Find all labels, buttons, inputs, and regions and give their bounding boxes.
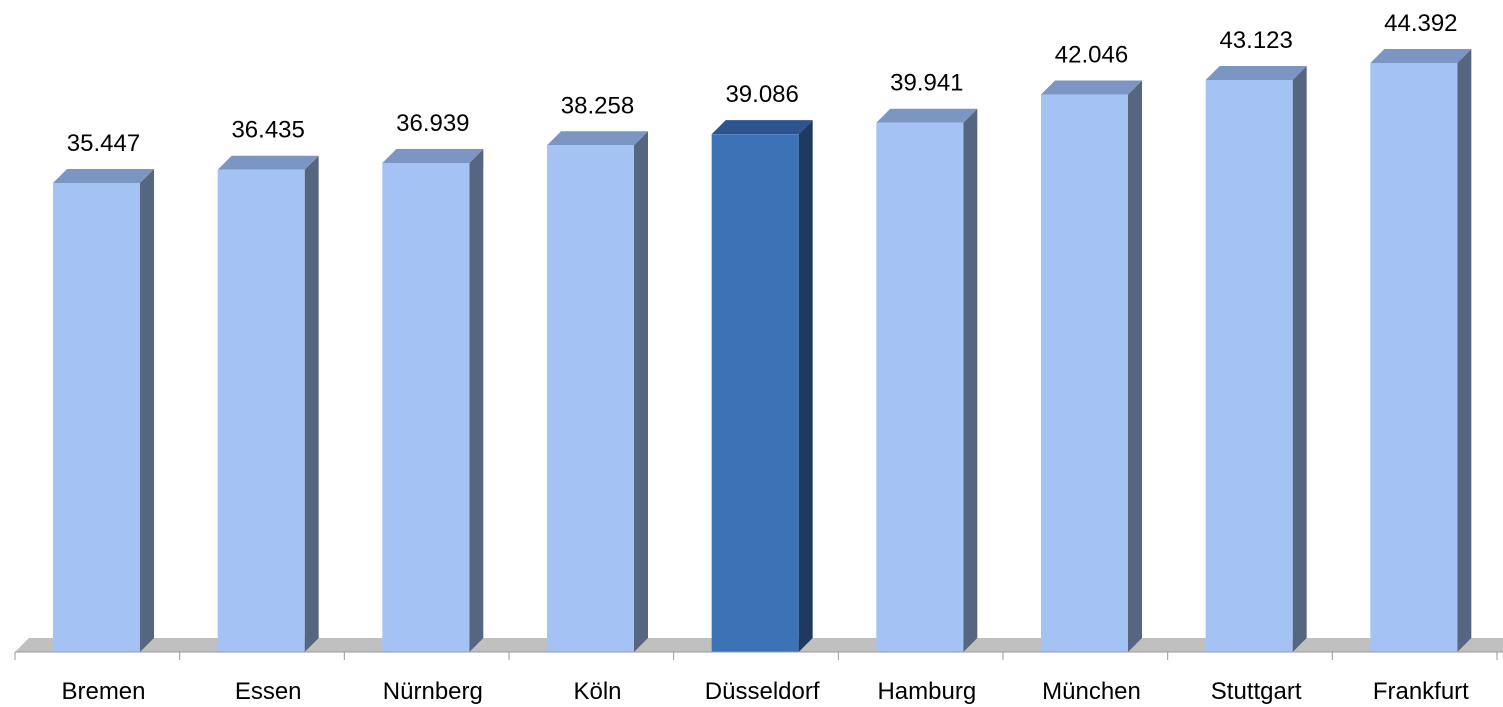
bar-top xyxy=(1041,80,1142,95)
bar-side xyxy=(963,108,978,653)
data-label: 39.086 xyxy=(725,81,798,108)
x-tick-label: Essen xyxy=(235,678,302,705)
bar-side xyxy=(798,120,813,653)
bar-bremen xyxy=(53,169,154,652)
x-tick-label: Köln xyxy=(573,678,621,705)
bar-front xyxy=(1370,63,1458,652)
bar-side xyxy=(1457,49,1472,652)
bar-top xyxy=(711,120,813,135)
bar-top xyxy=(547,131,648,146)
bar-top xyxy=(382,148,484,163)
bar-front xyxy=(876,122,964,653)
data-label: 42.046 xyxy=(1055,41,1128,68)
x-tick-label: Nürnberg xyxy=(383,678,483,705)
bar-side xyxy=(1128,80,1142,652)
data-label: 36.939 xyxy=(396,110,469,137)
bar-top xyxy=(1370,49,1472,63)
bar-front xyxy=(1041,94,1128,652)
bar-stuttgart xyxy=(1205,66,1307,652)
value-labels: 35.447 36.435 36.939 38.258 39.086 39.941 42.0… xyxy=(67,10,1458,157)
bar-münchen xyxy=(1041,80,1142,652)
bar-hamburg xyxy=(876,108,978,653)
x-axis: Bremen Essen Nürnberg Köln Düsseldorf Hamburg… xyxy=(14,651,1503,705)
bar-nürnberg xyxy=(382,148,484,652)
bar-top xyxy=(217,155,319,170)
x-tick-label: Stuttgart xyxy=(1211,678,1302,705)
data-label: 43.123 xyxy=(1219,27,1292,54)
bar-side xyxy=(1292,66,1307,652)
bar-top xyxy=(876,108,978,123)
bar-side xyxy=(469,148,484,652)
bar-essen xyxy=(217,155,319,652)
bar-front xyxy=(547,145,634,652)
bar-front xyxy=(382,162,470,652)
data-label: 44.392 xyxy=(1384,10,1457,37)
bars xyxy=(53,49,1472,653)
bar-front xyxy=(1205,80,1293,652)
bar-side xyxy=(140,169,154,652)
x-tick-label: München xyxy=(1042,678,1141,705)
bar-front xyxy=(711,134,799,653)
x-tick-label: Bremen xyxy=(61,678,145,705)
data-label: 35.447 xyxy=(67,130,140,157)
x-tick-label: Düsseldorf xyxy=(705,678,820,705)
bar-top xyxy=(53,169,154,183)
bar-frankfurt xyxy=(1370,49,1472,652)
bar-front xyxy=(217,169,305,652)
bar-side xyxy=(634,131,648,652)
bar-top xyxy=(1205,66,1307,81)
x-tick-label: Frankfurt xyxy=(1373,678,1469,705)
bar-düsseldorf xyxy=(711,120,813,653)
data-label: 36.435 xyxy=(231,117,304,144)
bar-side xyxy=(304,155,319,652)
data-label: 38.258 xyxy=(561,92,634,119)
data-label: 39.941 xyxy=(890,70,963,97)
bar-köln xyxy=(547,131,648,652)
bar-front xyxy=(53,183,140,652)
x-tick-label: Hamburg xyxy=(877,678,976,705)
